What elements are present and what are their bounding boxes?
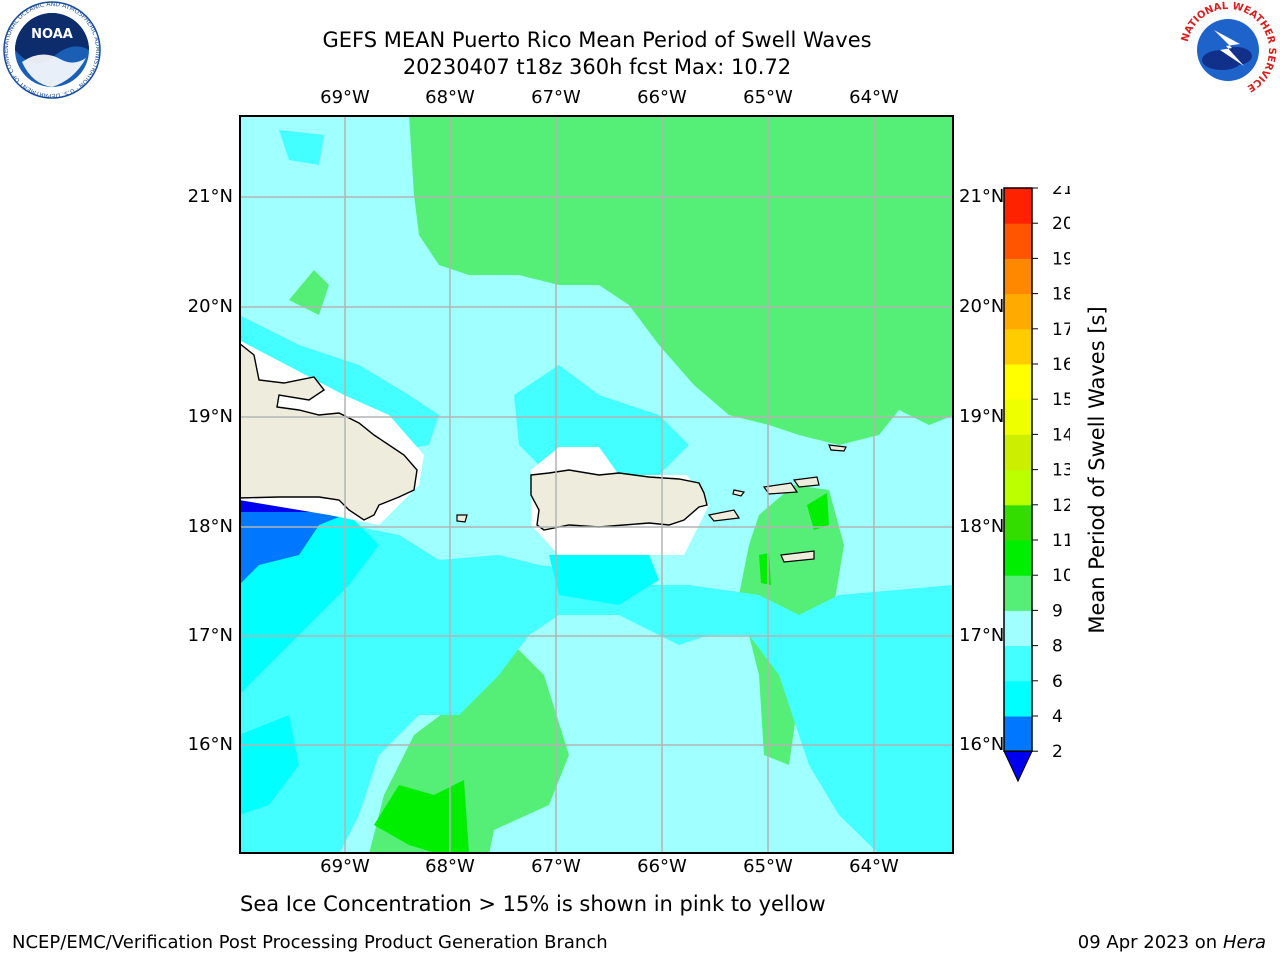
lat-label-left: 18°N bbox=[187, 516, 233, 537]
lat-label-right: 19°N bbox=[959, 406, 1005, 427]
noaa-logo: NATIONAL OCEANIC AND ATMOSPHERIC ADMINIS… bbox=[2, 0, 101, 99]
colorbar-segment bbox=[1004, 504, 1032, 541]
colorbar-tick-label: 13 bbox=[1052, 461, 1070, 481]
colorbar-tick-label: 10 bbox=[1052, 566, 1070, 586]
colorbar-tick-label: 6 bbox=[1052, 672, 1063, 692]
colorbar-segment bbox=[1004, 328, 1032, 365]
lon-label-bottom: 66°W bbox=[637, 856, 687, 877]
map-frame bbox=[239, 115, 954, 854]
field-2-4 bbox=[239, 500, 349, 585]
colorbar-tick-label: 12 bbox=[1052, 496, 1070, 516]
colorbar-extend-arrow bbox=[1003, 750, 1033, 783]
colorbar-segment bbox=[1004, 716, 1032, 752]
lon-label-bottom: 67°W bbox=[531, 856, 581, 877]
colorbar-segment bbox=[1004, 645, 1032, 682]
colorbar-segment bbox=[1004, 258, 1032, 295]
lon-label-top: 68°W bbox=[425, 87, 475, 108]
colorbar-tick-label: 18 bbox=[1052, 285, 1070, 305]
colorbar-segment bbox=[1004, 223, 1032, 259]
colorbar: 2 4 6 8 9 10 11 12 13 14 15 16 17 18 19 20 21 bbox=[1003, 186, 1070, 783]
colorbar-tick-label: 16 bbox=[1052, 355, 1070, 375]
lon-label-bottom: 65°W bbox=[743, 856, 793, 877]
colorbar-segment bbox=[1004, 399, 1032, 435]
field-4-6-pr-south bbox=[549, 555, 659, 605]
noaa-logo-text: NOAA bbox=[31, 27, 73, 42]
colorbar-tick-label: 8 bbox=[1052, 637, 1063, 657]
colorbar-segment bbox=[1004, 364, 1032, 400]
lat-label-left: 21°N bbox=[187, 186, 233, 207]
lat-label-right: 20°N bbox=[959, 296, 1005, 317]
colorbar-segment bbox=[1004, 434, 1032, 471]
colorbar-tick-label: 17 bbox=[1052, 320, 1070, 340]
island-small bbox=[792, 476, 820, 488]
map-title: GEFS MEAN Puerto Rico Mean Period of Swe… bbox=[322, 28, 872, 52]
colorbar-segment bbox=[1004, 575, 1032, 611]
footer-host: Hera bbox=[1222, 932, 1266, 953]
colorbar-tick-label: 11 bbox=[1052, 531, 1070, 551]
field-6-8-northwest bbox=[279, 130, 324, 165]
colorbar-segment bbox=[1004, 188, 1032, 224]
lon-label-top: 66°W bbox=[637, 87, 687, 108]
island-small bbox=[780, 550, 815, 563]
lon-label-bottom: 64°W bbox=[849, 856, 899, 877]
colorbar-tick-label: 4 bbox=[1052, 707, 1063, 727]
puerto-rico-land bbox=[530, 469, 708, 531]
lat-label-left: 16°N bbox=[187, 734, 233, 755]
field-10-11-b bbox=[807, 493, 829, 530]
colorbar-tick-label: 21 bbox=[1052, 186, 1070, 199]
swell-period-map bbox=[239, 115, 954, 854]
colorbar-segment bbox=[1004, 293, 1032, 330]
lat-label-left: 19°N bbox=[187, 406, 233, 427]
lat-label-left: 17°N bbox=[187, 625, 233, 646]
island-small bbox=[732, 489, 746, 497]
lon-label-top: 64°W bbox=[849, 87, 899, 108]
colorbar-tick-label: 20 bbox=[1052, 214, 1070, 234]
colorbar-label: Mean Period of Swell Waves [s] bbox=[1085, 306, 1109, 634]
lat-label-right: 21°N bbox=[959, 186, 1005, 207]
footer-date: 09 Apr 2023 on Hera bbox=[1078, 932, 1266, 954]
footer-date-text: 09 Apr 2023 on bbox=[1077, 932, 1223, 953]
lon-label-top: 65°W bbox=[743, 87, 793, 108]
colorbar-tick-label: 9 bbox=[1052, 601, 1063, 621]
colorbar-segment bbox=[1004, 610, 1032, 647]
colorbar-segment bbox=[1004, 680, 1032, 717]
field-6-8-south bbox=[239, 515, 954, 854]
island-small bbox=[828, 444, 847, 452]
graticule bbox=[239, 115, 954, 854]
field-10-11-a bbox=[374, 780, 469, 854]
nws-logo: NATIONAL WEATHER SERVICE bbox=[1180, 1, 1277, 98]
lat-label-left: 20°N bbox=[187, 296, 233, 317]
lon-label-bottom: 68°W bbox=[425, 856, 475, 877]
colorbar-tick-label: 19 bbox=[1052, 249, 1070, 269]
lon-label-top: 67°W bbox=[531, 87, 581, 108]
lon-label-bottom: 69°W bbox=[320, 856, 370, 877]
colorbar-tick-label: 2 bbox=[1052, 742, 1063, 762]
field-9-10-west bbox=[289, 270, 329, 315]
island-small bbox=[456, 514, 468, 523]
sea-ice-caption: Sea Ice Concentration > 15% is shown in … bbox=[240, 892, 826, 916]
island-small bbox=[707, 509, 741, 522]
colorbar-tick-label: 14 bbox=[1052, 425, 1070, 445]
lat-label-right: 17°N bbox=[959, 625, 1005, 646]
map-subtitle: 20230407 t18z 360h fcst Max: 10.72 bbox=[402, 55, 792, 79]
colorbar-segment bbox=[1004, 540, 1032, 576]
colorbar-segment bbox=[1004, 469, 1032, 506]
lat-label-right: 18°N bbox=[959, 516, 1005, 537]
lat-label-right: 16°N bbox=[959, 734, 1005, 755]
colorbar-tick-label: 15 bbox=[1052, 390, 1070, 410]
hispaniola-land bbox=[239, 342, 418, 521]
footer-credit: NCEP/EMC/Verification Post Processing Pr… bbox=[12, 932, 608, 953]
field-4-6-south bbox=[239, 715, 299, 815]
lon-label-top: 69°W bbox=[320, 87, 370, 108]
